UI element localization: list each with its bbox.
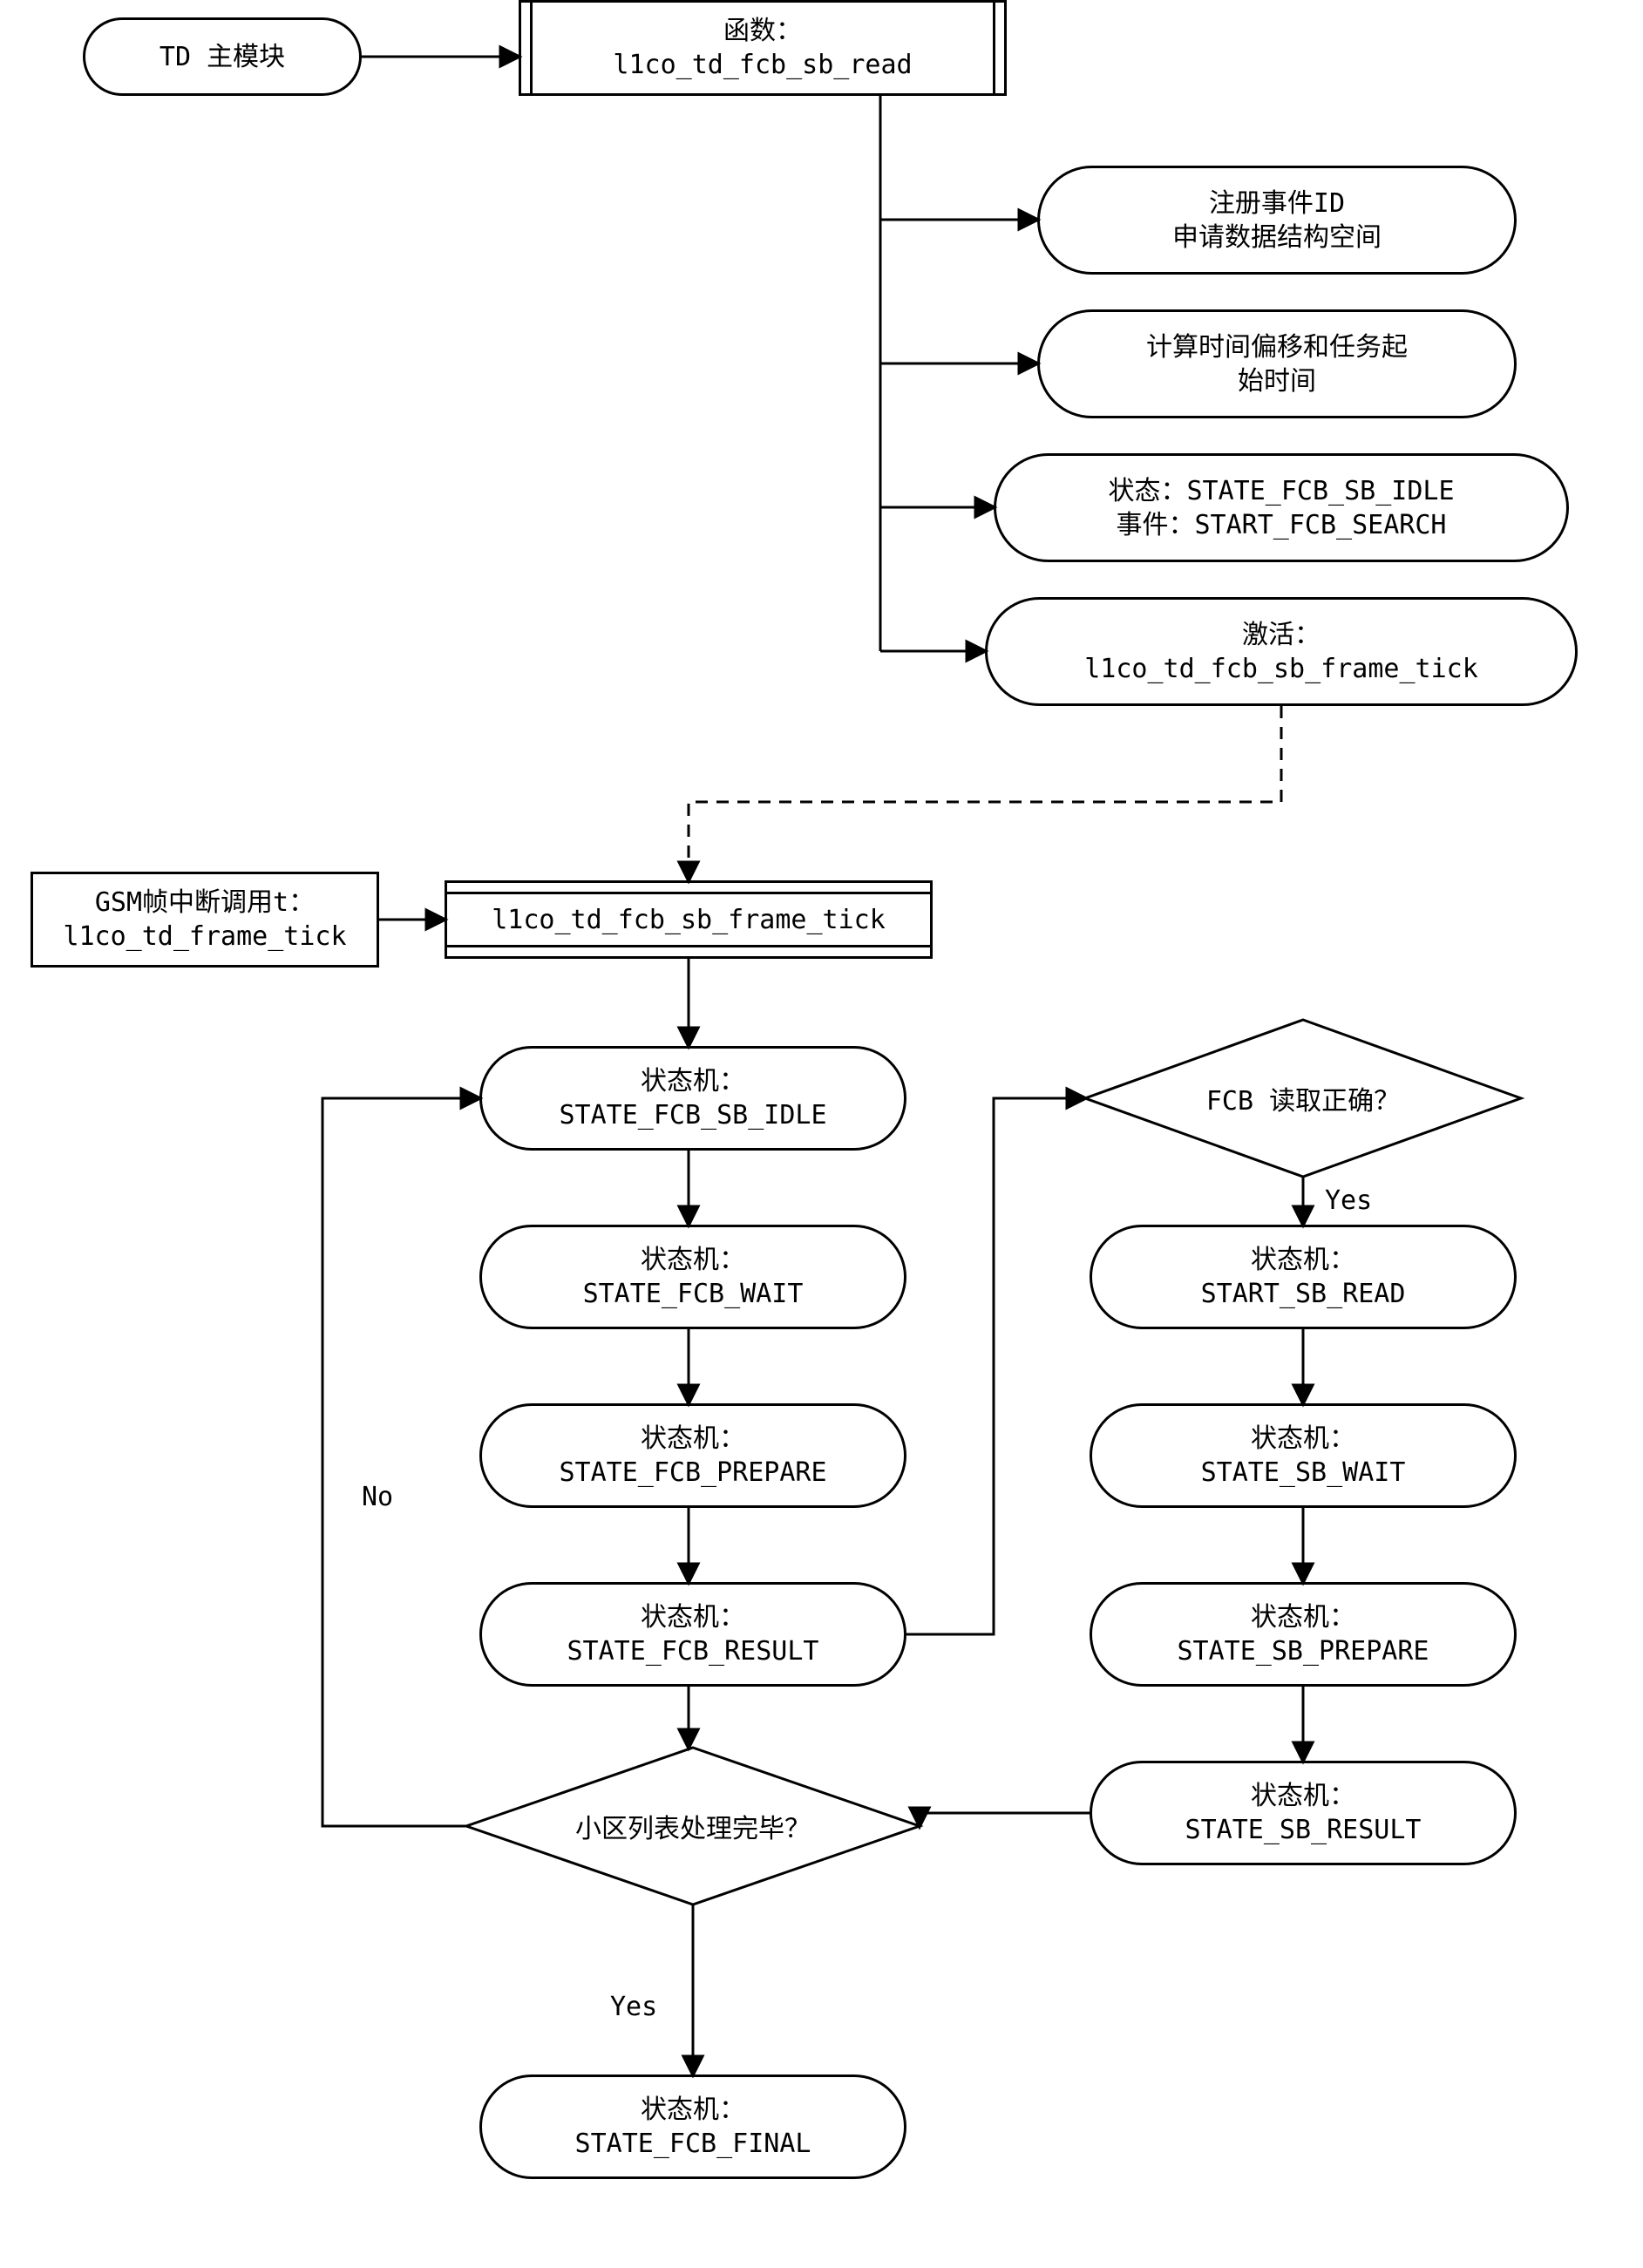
node-reg_event-line-0: 注册事件ID bbox=[1209, 187, 1345, 221]
node-sm_fcb_final-line-0: 状态机： bbox=[641, 2093, 745, 2127]
label-no: No bbox=[362, 1482, 393, 1512]
node-sm_start_sb-line-0: 状态机： bbox=[1251, 1243, 1355, 1277]
node-sm_idle-line-0: 状态机： bbox=[641, 1064, 745, 1098]
node-gsm_tick-line-0: GSM帧中断调用t： bbox=[95, 886, 315, 920]
node-func_read: 函数：l1co_td_fcb_sb_read bbox=[519, 0, 1007, 96]
node-sm_idle: 状态机：STATE_FCB_SB_IDLE bbox=[479, 1046, 906, 1151]
node-frame_tick-text: l1co_td_fcb_sb_frame_tick bbox=[492, 903, 886, 937]
node-sm_idle-line-1: STATE_FCB_SB_IDLE bbox=[559, 1098, 826, 1132]
node-sm_fcb_result: 状态机：STATE_FCB_RESULT bbox=[479, 1582, 906, 1687]
node-gsm_tick-line-1: l1co_td_frame_tick bbox=[63, 920, 346, 954]
node-sm_sb_wait: 状态机：STATE_SB_WAIT bbox=[1090, 1403, 1517, 1508]
node-sm_fcb_final-line-1: STATE_FCB_FINAL bbox=[575, 2127, 811, 2161]
node-sm_fcb_prepare-line-1: STATE_FCB_PREPARE bbox=[559, 1456, 826, 1490]
node-sm_sb_result-line-0: 状态机： bbox=[1251, 1779, 1355, 1813]
node-sm_sb_wait-line-0: 状态机： bbox=[1251, 1422, 1355, 1456]
node-activate-line-0: 激活： bbox=[1242, 618, 1321, 652]
node-calc_time: 计算时间偏移和任务起始时间 bbox=[1037, 309, 1517, 418]
node-sm_sb_wait-line-1: STATE_SB_WAIT bbox=[1201, 1456, 1406, 1490]
node-activate-line-1: l1co_td_fcb_sb_frame_tick bbox=[1084, 652, 1478, 686]
node-state_event: 状态：STATE_FCB_SB_IDLE事件：START_FCB_SEARCH bbox=[994, 453, 1569, 562]
node-sm_sb_prepare-line-1: STATE_SB_PREPARE bbox=[1178, 1634, 1429, 1668]
edge-e-activate-dash bbox=[689, 706, 1281, 880]
node-sm_start_sb-line-1: START_SB_READ bbox=[1201, 1277, 1406, 1311]
node-reg_event-line-1: 申请数据结构空间 bbox=[1172, 221, 1382, 255]
node-state_event-line-1: 事件：START_FCB_SEARCH bbox=[1117, 508, 1447, 542]
node-activate: 激活：l1co_td_fcb_sb_frame_tick bbox=[985, 597, 1578, 706]
node-func_read-line-0: 函数： bbox=[723, 14, 802, 48]
node-calc_time-line-0: 计算时间偏移和任务起 bbox=[1146, 330, 1408, 364]
diamond-cell_done-label: 小区列表处理完毕？ bbox=[466, 1748, 920, 1905]
node-sm_fcb_result-line-1: STATE_FCB_RESULT bbox=[567, 1634, 819, 1668]
node-reg_event: 注册事件ID申请数据结构空间 bbox=[1037, 166, 1517, 275]
edge-e-result-decision bbox=[906, 1098, 1085, 1634]
node-sm_fcb_wait-line-0: 状态机： bbox=[641, 1243, 745, 1277]
node-state_event-line-0: 状态：STATE_FCB_SB_IDLE bbox=[1108, 474, 1454, 508]
node-td_main: TD 主模块 bbox=[83, 17, 362, 96]
node-sm_fcb_wait-line-1: STATE_FCB_WAIT bbox=[583, 1277, 804, 1311]
node-sm_fcb_result-line-0: 状态机： bbox=[641, 1600, 745, 1634]
label-yes2: Yes bbox=[610, 1992, 657, 2022]
node-sm_start_sb: 状态机：START_SB_READ bbox=[1090, 1225, 1517, 1329]
node-sm_sb_result-line-1: STATE_SB_RESULT bbox=[1185, 1813, 1422, 1847]
node-sm_sb_prepare: 状态机：STATE_SB_PREPARE bbox=[1090, 1582, 1517, 1687]
diamond-fcb_correct-label: FCB 读取正确？ bbox=[1085, 1020, 1521, 1177]
edge-e-sbresult-cell bbox=[920, 1813, 1090, 1826]
edge-e-cell-no bbox=[322, 1098, 479, 1826]
node-sm_fcb_prepare-line-0: 状态机： bbox=[641, 1422, 745, 1456]
node-sm_sb_prepare-line-0: 状态机： bbox=[1251, 1600, 1355, 1634]
node-calc_time-line-1: 始时间 bbox=[1238, 364, 1316, 398]
label-yes1: Yes bbox=[1325, 1185, 1372, 1216]
node-sm_fcb_wait: 状态机：STATE_FCB_WAIT bbox=[479, 1225, 906, 1329]
node-sm_sb_result: 状态机：STATE_SB_RESULT bbox=[1090, 1761, 1517, 1865]
node-frame_tick: l1co_td_fcb_sb_frame_tick bbox=[445, 880, 933, 959]
node-func_read-line-1: l1co_td_fcb_sb_read bbox=[613, 48, 912, 82]
node-gsm_tick: GSM帧中断调用t：l1co_td_frame_tick bbox=[31, 872, 379, 968]
node-td_main-text: TD 主模块 bbox=[160, 40, 285, 74]
node-sm_fcb_final: 状态机：STATE_FCB_FINAL bbox=[479, 2074, 906, 2179]
node-sm_fcb_prepare: 状态机：STATE_FCB_PREPARE bbox=[479, 1403, 906, 1508]
